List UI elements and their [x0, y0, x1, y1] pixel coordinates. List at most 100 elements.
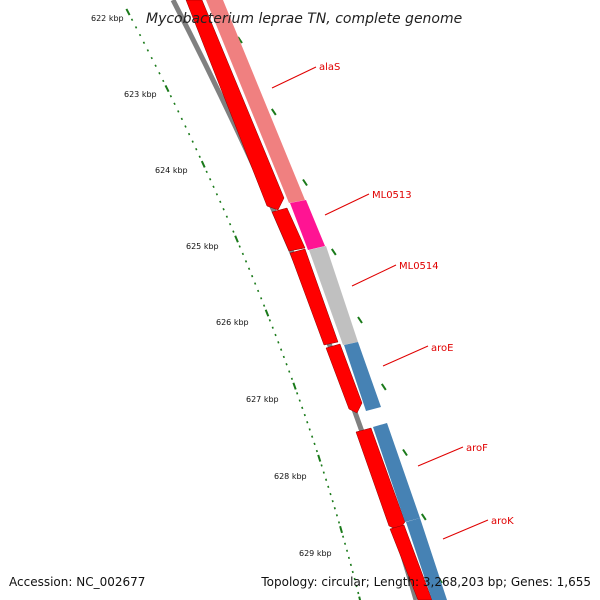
minor-tick [355, 584, 358, 588]
tick-label-629: 629 kbp [299, 549, 332, 558]
minor-tick [351, 570, 354, 574]
gene-label-aroF[interactable]: aroF [466, 443, 488, 454]
minor-tick [327, 485, 330, 489]
tick-label-627: 627 kbp [246, 395, 279, 404]
minor-tick [268, 319, 271, 322]
minor-tick [257, 289, 260, 293]
minor-tick [251, 274, 254, 278]
minor-tick [215, 193, 219, 196]
gene-labels: alaS ML0513 ML0514 aroE aroF aroK [319, 62, 514, 527]
minor-tick [134, 26, 138, 29]
cds-feature-aroK[interactable] [389, 524, 433, 600]
minor-tick [225, 215, 229, 218]
cds-feature-alaS[interactable] [185, 0, 285, 211]
tick-label-623: 623 kbp [124, 90, 157, 99]
minor-tick [320, 464, 323, 467]
leader-line-aroF [417, 446, 464, 467]
track-tick [330, 248, 337, 256]
leader-line-aroK [442, 519, 489, 540]
cds-feature-aroE[interactable] [325, 343, 363, 414]
minor-tick [335, 514, 338, 517]
gene-feature-ML0513[interactable] [290, 200, 325, 250]
minor-tick [353, 577, 356, 581]
minor-tick [344, 542, 347, 545]
track-tick [380, 383, 387, 391]
map-title: Mycobacterium leprae TN, complete genome [146, 11, 462, 27]
minor-tick [138, 33, 142, 37]
cds-track [185, 0, 433, 600]
minor-tick [337, 521, 341, 524]
minor-tick [260, 297, 263, 300]
minor-tick [173, 102, 176, 106]
minor-tick [315, 449, 318, 453]
minor-tick [244, 260, 248, 263]
minor-tick [322, 471, 325, 474]
tick-label-625: 625 kbp [186, 242, 219, 251]
minor-tick [177, 110, 180, 113]
cds-feature-ML0513[interactable] [271, 207, 306, 252]
minor-tick [325, 478, 328, 481]
major-tick [358, 596, 362, 600]
cds-feature-ML0514[interactable] [289, 248, 339, 346]
accession-label: Accession: NC_002677 [9, 575, 146, 589]
minor-tick [277, 341, 280, 344]
minor-tick [198, 155, 201, 158]
minor-tick [180, 117, 184, 121]
minor-tick [306, 421, 309, 424]
gene-feature-aroF[interactable] [373, 423, 420, 522]
minor-tick [247, 267, 251, 271]
tick-marks [125, 8, 443, 600]
major-tick [264, 309, 270, 317]
tick-label-622: 622 kbp [91, 14, 124, 23]
gene-label-ML0514[interactable]: ML0514 [399, 261, 439, 272]
minor-tick [313, 442, 316, 446]
minor-tick [262, 304, 266, 307]
minor-tick [271, 326, 274, 329]
minor-tick [205, 170, 208, 174]
gene-label-alaS[interactable]: alaS [319, 62, 340, 73]
minor-tick [274, 333, 277, 337]
gene-label-aroK[interactable]: aroK [491, 516, 514, 527]
minor-tick [130, 18, 134, 21]
genome-backbone [170, 0, 419, 600]
minor-tick [195, 147, 198, 151]
minor-tick [158, 72, 161, 75]
major-tick [339, 525, 343, 534]
leader-line-ML0514 [351, 264, 397, 287]
leader-line-alaS [271, 66, 317, 89]
minor-tick [296, 392, 299, 395]
minor-tick [347, 556, 350, 560]
minor-tick [303, 413, 306, 417]
tick-label-626: 626 kbp [216, 318, 249, 327]
minor-tick [184, 125, 187, 128]
minor-tick [288, 370, 291, 373]
minor-tick [329, 492, 332, 496]
tick-labels: 622 kbp 623 kbp 624 kbp 625 kbp 626 kbp … [91, 14, 332, 558]
gene-feature-aroK[interactable] [406, 518, 447, 600]
minor-tick [191, 140, 194, 143]
minor-tick [254, 282, 257, 285]
tick-label-628: 628 kbp [274, 472, 307, 481]
track-tick [420, 513, 427, 521]
gene-feature-aroE[interactable] [344, 342, 381, 411]
minor-tick [162, 79, 165, 83]
minor-tick [228, 222, 232, 226]
major-tick [125, 8, 131, 16]
minor-tick [232, 230, 235, 233]
gene-feature-ML0514[interactable] [309, 246, 358, 345]
gene-track [206, 0, 447, 600]
minor-tick [331, 499, 334, 503]
tick-label-624: 624 kbp [155, 166, 188, 175]
minor-tick [212, 185, 215, 189]
minor-tick [311, 435, 314, 438]
minor-tick [142, 41, 146, 44]
minor-tick [280, 348, 283, 351]
gene-label-ML0513[interactable]: ML0513 [372, 190, 412, 201]
minor-tick [282, 355, 285, 359]
leader-line-ML0513 [324, 193, 370, 216]
minor-tick [301, 406, 304, 410]
gene-label-aroE[interactable]: aroE [431, 343, 453, 354]
gene-feature-alaS[interactable] [206, 0, 305, 203]
minor-tick [346, 549, 349, 552]
